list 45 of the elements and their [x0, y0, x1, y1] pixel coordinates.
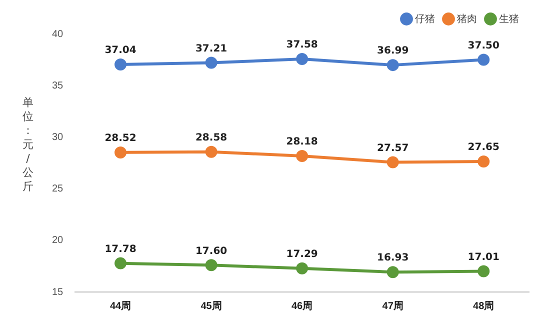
data-label: 28.52: [104, 133, 136, 144]
y-axis-title: 单位：元/公斤: [22, 96, 34, 194]
data-label: 37.04: [104, 45, 136, 56]
data-label: 28.18: [286, 136, 318, 148]
x-tick-label: 48周: [473, 300, 494, 312]
point: [296, 150, 308, 162]
data-label: 36.99: [377, 46, 409, 57]
point: [296, 52, 308, 65]
point: [114, 257, 127, 270]
data-label: 17.78: [104, 244, 136, 255]
y-tick-label: 15: [52, 286, 64, 298]
legend-label: 仔猪: [415, 12, 435, 25]
data-label: 17.01: [468, 252, 500, 263]
data-label: 16.93: [377, 252, 409, 264]
y-tick-label: 25: [52, 184, 64, 195]
point: [205, 146, 218, 158]
point: [114, 58, 127, 71]
x-tick-label: 45周: [200, 300, 222, 312]
point: [478, 265, 490, 278]
point: [386, 59, 399, 72]
x-tick-label: 44周: [110, 300, 132, 312]
point: [478, 54, 490, 66]
data-label: 37.21: [195, 43, 228, 54]
legend-label: 生猪: [499, 12, 519, 25]
data-label: 17.29: [286, 248, 318, 260]
point: [386, 266, 399, 278]
y-tick-label: 30: [52, 132, 64, 143]
y-tick-label: 20: [52, 235, 64, 246]
legend-label: 猪肉: [457, 12, 477, 25]
point: [386, 156, 399, 168]
y-tick-label: 40: [52, 28, 64, 40]
x-tick-label: 46周: [292, 300, 313, 312]
data-label: 37.50: [468, 40, 500, 52]
data-label: 17.60: [195, 246, 228, 257]
point: [205, 259, 218, 272]
y-tick-label: 35: [52, 80, 64, 92]
point: [114, 146, 127, 158]
point: [205, 56, 218, 69]
point: [296, 262, 308, 274]
data-label: 27.57: [377, 142, 409, 154]
data-label: 27.65: [468, 142, 500, 154]
x-tick-label: 47周: [382, 300, 404, 312]
point: [478, 155, 490, 168]
data-label: 37.58: [286, 40, 318, 51]
data-label: 28.58: [195, 132, 228, 144]
